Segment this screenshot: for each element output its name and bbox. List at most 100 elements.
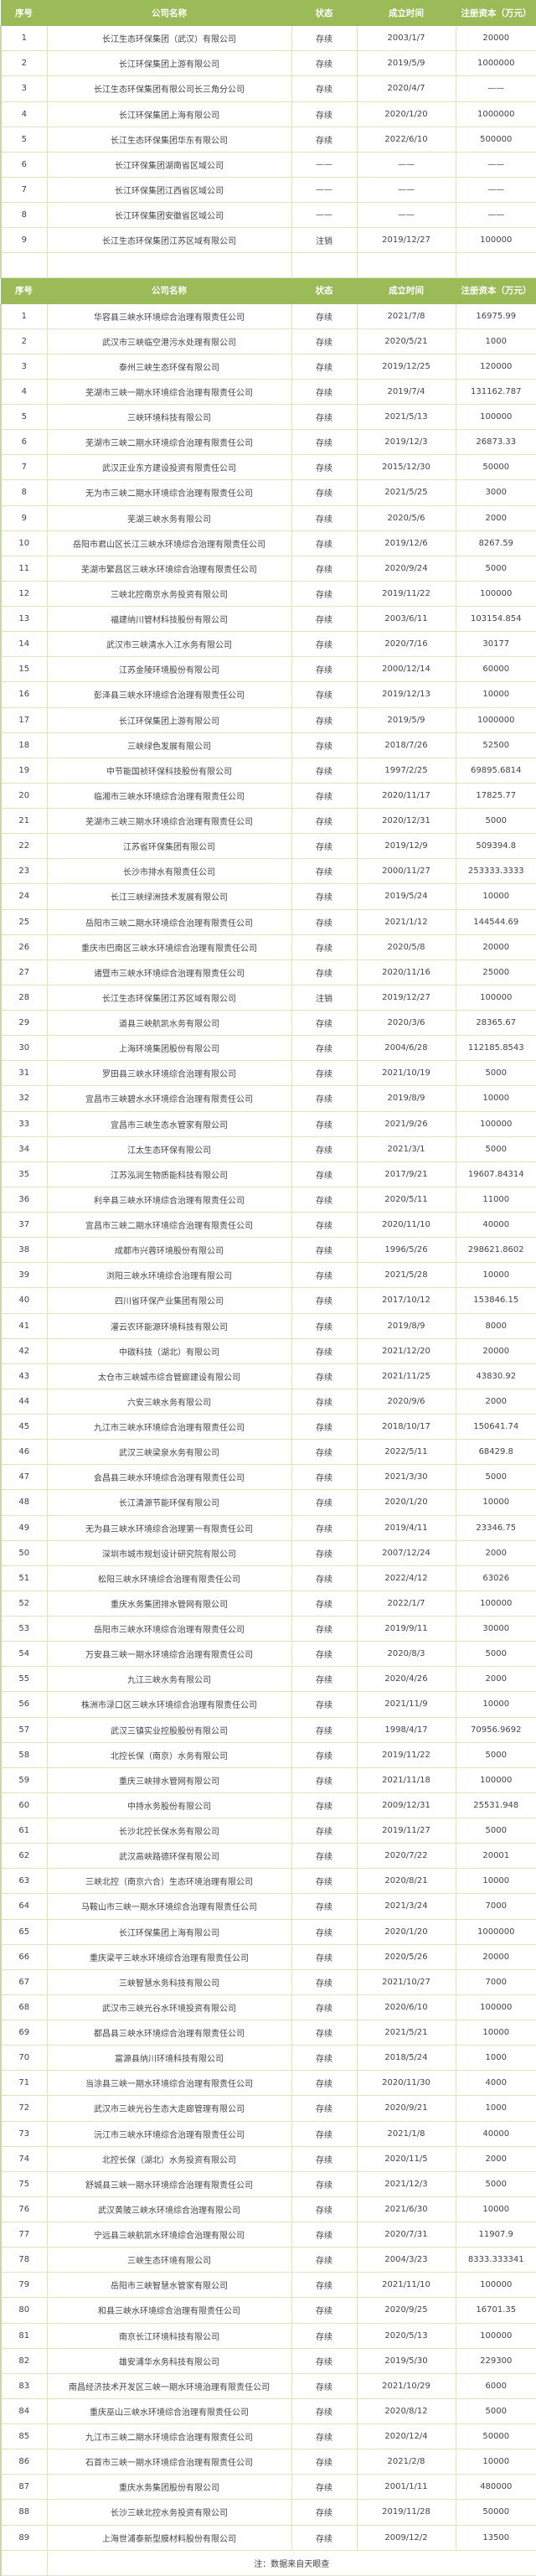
cell-registered-capital: 11000 [455, 1186, 536, 1213]
cell-founded-date: 2019/12/13 [356, 681, 456, 708]
cell-status: 存续 [291, 1135, 358, 1162]
cell-founded-date: 2015/12/30 [356, 454, 456, 481]
cell-company-name: 沅江市三峡水环境综合治理有限责任公司 [46, 2120, 292, 2147]
cell-registered-capital: 10000 [455, 2449, 536, 2475]
cell-founded-date: 2020/9/6 [356, 1388, 456, 1415]
cell-status: 存续 [291, 757, 358, 784]
cell-serial-number: 80 [0, 2297, 48, 2324]
table-row: 57 武汉三镇实业控股股份有限公司 存续 1998/4/17 70956.9692 [0, 1716, 536, 1743]
cell-company-name: 长江环保集团湖南省区域公司 [46, 151, 292, 178]
cell-status: 存续 [291, 605, 358, 633]
cell-registered-capital: 2000 [455, 504, 536, 531]
cell-founded-date: 2021/3/24 [356, 1893, 456, 1920]
cell-registered-capital: 1000000 [455, 706, 536, 733]
cell-status: 存续 [291, 1741, 358, 1768]
cell-founded-date: 2020/11/5 [356, 2145, 456, 2172]
cell-status: 存续 [291, 2120, 358, 2147]
table-row: 15 江苏金陵环境股份有限公司 存续 2000/12/14 60000 [0, 656, 536, 683]
cell-registered-capital: 10000 [455, 1085, 536, 1112]
table-row: 88 长沙三峡北控水务投资有限公司 存续 2019/11/28 50000 [0, 2499, 536, 2526]
cell-company-name: 岳阳市君山区长江三峡水环境综合治理有限责任公司 [46, 530, 292, 556]
cell-company-name: 江苏省环保集团有限公司 [46, 833, 292, 860]
cell-serial-number: 1 [0, 303, 48, 329]
cell-founded-date: 2019/5/24 [356, 883, 456, 910]
table-row: 10 岳阳市君山区长江三峡水环境综合治理有限责任公司 存续 2019/12/6 8267… [0, 530, 536, 556]
cell-founded-date: 2003/6/11 [356, 605, 456, 633]
cell-serial-number: 55 [0, 1666, 48, 1693]
cell-registered-capital: 28365.67 [455, 1009, 536, 1037]
cell-serial-number: 24 [0, 883, 48, 910]
cell-status: 注销 [291, 984, 358, 1011]
cell-registered-capital: 20001 [455, 1843, 536, 1870]
table-row: 66 重庆梁平三峡水环境综合治理有限责任公司 存续 2020/5/26 20000 [0, 1943, 536, 1970]
cell-status: 存续 [291, 2196, 358, 2223]
cell-status: 存续 [291, 403, 358, 431]
cell-founded-date: 2021/10/29 [356, 2372, 456, 2399]
cell-founded-date: 2019/5/9 [356, 50, 456, 77]
cell-founded-date: 2017/9/21 [356, 1161, 456, 1187]
cell-registered-capital: 100000 [455, 984, 536, 1011]
cell-registered-capital: 7000 [455, 1968, 536, 1995]
source-footnote: 注：数据来自天眼查 [46, 2549, 536, 2576]
cell-registered-capital: 153846.15 [455, 1287, 536, 1314]
cell-serial-number: 53 [0, 1615, 48, 1642]
cell-founded-date: 2018/7/26 [356, 732, 456, 758]
cell-status: 存续 [291, 378, 358, 406]
cell-status: 存续 [291, 2045, 358, 2072]
cell-serial-number: 56 [0, 1691, 48, 1718]
cell-status: 存续 [291, 2398, 358, 2425]
cell-serial-number: 82 [0, 2347, 48, 2374]
cell-serial-number: 65 [0, 1918, 48, 1945]
cell-serial-number: 66 [0, 1943, 48, 1970]
cell-company-name: 武汉高峡路德环保有限公司 [46, 1843, 292, 1870]
cell-serial-number: 75 [0, 2170, 48, 2197]
cell-founded-date: 2019/5/30 [356, 2347, 456, 2374]
cell-serial-number: 76 [0, 2196, 48, 2223]
cell-status: 存续 [291, 1792, 358, 1819]
cell-serial-number: 72 [0, 2095, 48, 2122]
cell-company-name: 武汉市三峡光谷水环境投资有限公司 [46, 1994, 292, 2021]
cell-registered-capital: 52500 [455, 732, 536, 758]
table-row: 35 江苏泓润生物质能科技有限公司 存续 2017/9/21 19607.84314 [0, 1161, 536, 1187]
cell-status: 存续 [291, 2221, 358, 2248]
cell-company-name: 武汉三镇实业控股股份有限公司 [46, 1716, 292, 1743]
cell-founded-date: 2020/9/25 [356, 2297, 456, 2324]
cell-status: 存续 [291, 429, 358, 456]
cell-registered-capital: 100000 [455, 580, 536, 608]
table-row: 68 武汉市三峡光谷水环境投资有限公司 存续 2020/6/10 100000 [0, 1994, 536, 2021]
cell-registered-capital: 1000 [455, 2045, 536, 2072]
empty-cell [0, 252, 48, 279]
cell-serial-number: 9 [0, 504, 48, 531]
table-row: 49 无为县三峡水环境综合治理第一有限责任公司 存续 2019/4/11 23346.7… [0, 1514, 536, 1541]
cell-company-name: 富源县纳川环境科技有限公司 [46, 2045, 292, 2072]
cell-company-name: 松阳三峡水环境综合治理有限责任公司 [46, 1565, 292, 1591]
cell-company-name: 芜湖市三峡一期水环境综合治理有限责任公司 [46, 378, 292, 406]
cell-company-name: 长江生态环保集团（武汉）有限公司 [46, 25, 292, 52]
cell-founded-date: 1997/2/25 [356, 757, 456, 784]
cell-registered-capital: 5000 [455, 1817, 536, 1844]
cell-serial-number: 42 [0, 1337, 48, 1364]
cell-serial-number: 58 [0, 1741, 48, 1768]
cell-founded-date: 2021/3/1 [356, 1135, 456, 1162]
cell-founded-date: 2019/8/9 [356, 1312, 456, 1339]
column-header-registered-capital: 注册资本（万元） [455, 277, 536, 304]
cell-founded-date: 2020/4/26 [356, 1666, 456, 1693]
table-row: 3 泰州三峡生态环保有限公司 存续 2019/12/25 120000 [0, 353, 536, 380]
cell-serial-number: 2 [0, 50, 48, 77]
cell-founded-date: 2020/5/21 [356, 328, 456, 354]
cell-registered-capital: 11907.9 [455, 2221, 536, 2248]
cell-registered-capital: 1000000 [455, 1918, 536, 1945]
cell-serial-number: 57 [0, 1716, 48, 1743]
cell-registered-capital: 40000 [455, 1211, 536, 1239]
cell-serial-number: 3 [0, 75, 48, 102]
cell-company-name: 长江生态环保集团江苏区域有限公司 [46, 984, 292, 1011]
cell-registered-capital: 20000 [455, 25, 536, 52]
table-row: 9 长江生态环保集团江苏区域有限公司 注销 2019/12/27 100000 [0, 227, 536, 254]
cell-serial-number: 7 [0, 176, 48, 204]
cell-status: 存续 [291, 1716, 358, 1743]
cell-registered-capital: 6000 [455, 2372, 536, 2399]
cell-company-name: 岳阳市三峡二期水环境综合治理有限责任公司 [46, 908, 292, 935]
table-header-row: 序号 公司名称 状态 成立时间 注册资本（万元） [0, 0, 536, 27]
cell-registered-capital: 8333.333341 [455, 2247, 536, 2273]
